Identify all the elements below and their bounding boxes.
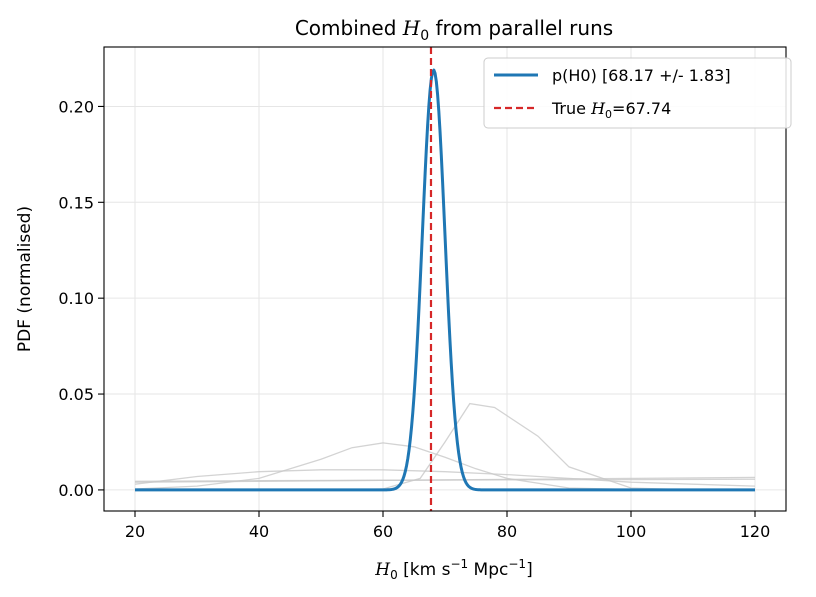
y-axis-label: PDF (normalised) xyxy=(15,206,35,352)
legend-box xyxy=(483,57,792,129)
x-axis-ticks: 20 40 60 80 100 120 xyxy=(125,511,770,541)
x-tick-label: 80 xyxy=(497,522,517,541)
y-tick-label: 0.00 xyxy=(58,481,94,500)
legend-truth-label: True H0=67.74 xyxy=(551,99,671,121)
legend-combined-label: p(H0) [68.17 +/- 1.83] xyxy=(552,66,731,85)
x-tick-label: 60 xyxy=(373,522,393,541)
y-tick-label: 0.20 xyxy=(58,97,94,116)
axes-frame xyxy=(103,46,787,512)
combined-posterior-line xyxy=(134,68,756,492)
individual-runs xyxy=(134,402,756,491)
y-tick-label: 0.15 xyxy=(58,193,94,212)
y-tick-label: 0.05 xyxy=(58,385,94,404)
x-tick-label: 20 xyxy=(125,522,145,541)
x-tick-label: 100 xyxy=(616,522,647,541)
x-tick-label: 120 xyxy=(740,522,771,541)
individual-run-line xyxy=(134,476,756,483)
x-axis-label: H0 [km s−1 Mpc−1] xyxy=(374,557,532,582)
chart-title: Combined H0 from parallel runs xyxy=(295,16,613,44)
y-axis-ticks: 0.00 0.05 0.10 0.15 0.20 xyxy=(58,97,104,500)
individual-run-line xyxy=(134,469,756,487)
x-tick-label: 40 xyxy=(249,522,269,541)
y-tick-label: 0.10 xyxy=(58,289,94,308)
legend: p(H0) [68.17 +/- 1.83] True H0=67.74 xyxy=(483,57,792,129)
